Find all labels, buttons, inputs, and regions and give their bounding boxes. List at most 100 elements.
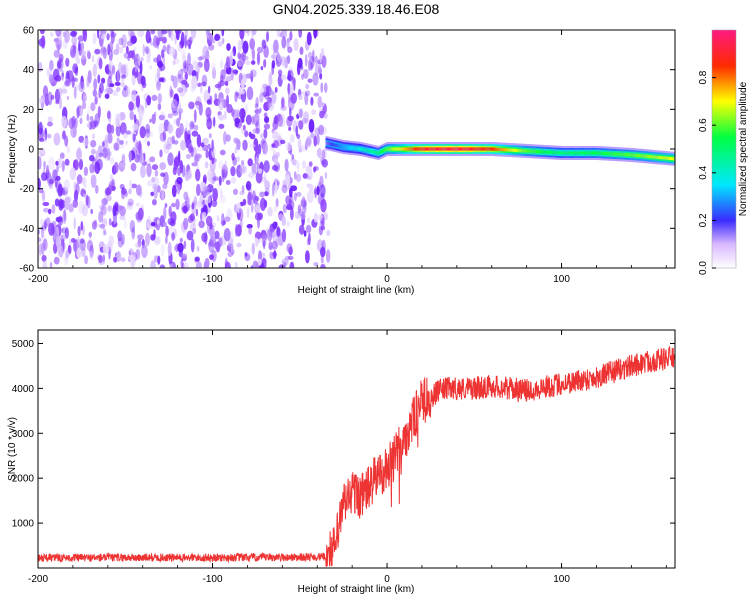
noise-speckle xyxy=(225,180,231,185)
signal-track-segment xyxy=(465,147,468,151)
noise-speckle xyxy=(151,164,159,171)
signal-track-segment xyxy=(543,150,545,154)
noise-speckle xyxy=(160,244,165,257)
noise-speckle xyxy=(165,225,169,237)
spectrogram-y-axis: 60 40 20 0 -20 -40 -60 xyxy=(20,26,675,275)
noise-speckle xyxy=(320,159,327,166)
signal-track-segment xyxy=(581,151,583,155)
noise-speckle xyxy=(160,172,166,177)
noise-speckle xyxy=(239,164,245,175)
signal-track-segment xyxy=(608,152,610,156)
noise-speckle xyxy=(38,188,44,194)
noise-speckle xyxy=(209,254,214,260)
noise-speckle xyxy=(153,111,157,117)
noise-speckle xyxy=(131,226,136,240)
noise-speckle xyxy=(101,77,106,84)
noise-speckle xyxy=(176,181,181,195)
noise-speckle xyxy=(177,44,182,52)
noise-speckle xyxy=(303,200,307,214)
noise-speckle xyxy=(171,232,175,241)
signal-track-segment xyxy=(488,147,491,151)
noise-speckle xyxy=(62,130,66,140)
noise-speckle xyxy=(251,33,255,38)
noise-speckle xyxy=(157,93,162,104)
noise-speckle xyxy=(214,83,222,89)
noise-speckle xyxy=(216,215,220,222)
signal-track-segment xyxy=(422,147,425,151)
noise-speckle xyxy=(59,152,65,159)
signal-track-segment xyxy=(598,151,601,155)
noise-speckle xyxy=(97,30,100,39)
noise-speckle xyxy=(162,130,166,141)
noise-speckle xyxy=(289,30,293,41)
noise-speckle xyxy=(184,30,188,40)
noise-speckle xyxy=(261,39,267,49)
noise-speckle xyxy=(91,55,95,63)
noise-speckle xyxy=(149,41,156,46)
noise-speckle xyxy=(202,185,210,197)
noise-speckle xyxy=(314,186,317,199)
y-tick-label: -40 xyxy=(20,224,35,235)
noise-speckle xyxy=(64,80,71,87)
noise-speckle xyxy=(55,100,60,105)
noise-speckle xyxy=(323,112,328,119)
signal-track-segment xyxy=(433,147,435,151)
noise-speckle xyxy=(321,149,326,161)
noise-speckle xyxy=(42,238,48,251)
noise-speckle xyxy=(245,103,248,115)
signal-track-segment xyxy=(486,147,489,151)
signal-track-segment xyxy=(361,147,363,151)
noise-speckle xyxy=(140,75,146,86)
noise-speckle xyxy=(301,117,309,124)
noise-speckle xyxy=(189,213,195,222)
noise-speckle xyxy=(100,204,107,216)
noise-speckle xyxy=(83,193,87,198)
noise-speckle xyxy=(206,117,212,130)
noise-speckle xyxy=(259,197,267,211)
signal-track-segment xyxy=(577,151,580,155)
signal-track-segment xyxy=(606,151,608,156)
noise-speckle xyxy=(90,174,97,188)
noise-speckle xyxy=(217,41,223,47)
noise-speckle xyxy=(66,96,70,100)
signal-track-segment xyxy=(538,150,540,154)
noise-speckle xyxy=(80,42,85,51)
noise-speckle xyxy=(80,107,83,119)
noise-speckle xyxy=(278,213,284,221)
noise-speckle xyxy=(64,198,69,204)
noise-speckle xyxy=(128,150,132,163)
signal-track-segment xyxy=(618,152,621,156)
noise-speckle xyxy=(167,136,173,146)
noise-speckle xyxy=(224,80,229,87)
noise-speckle xyxy=(296,133,301,139)
signal-track-segment xyxy=(441,147,444,151)
signal-track-segment xyxy=(402,147,405,151)
signal-track-segment xyxy=(537,150,539,154)
noise-speckle xyxy=(171,184,177,198)
signal-track-segment xyxy=(411,147,413,151)
noise-speckle xyxy=(311,109,316,115)
noise-speckle xyxy=(204,257,210,268)
snr-y-label: SNR (10 * v/v) xyxy=(7,417,18,481)
signal-track-segment xyxy=(670,156,672,161)
noise-speckle xyxy=(218,114,225,121)
noise-speckle xyxy=(64,30,70,43)
noise-speckle xyxy=(198,102,203,116)
noise-speckle xyxy=(247,90,254,99)
noise-speckle xyxy=(77,35,85,42)
noise-speckle xyxy=(209,159,216,172)
signal-track-segment xyxy=(533,149,536,153)
noise-speckle xyxy=(92,133,96,140)
signal-track-segment xyxy=(502,148,504,152)
noise-speckle xyxy=(70,30,77,37)
noise-speckle xyxy=(303,69,309,79)
noise-speckle xyxy=(224,160,228,173)
noise-speckle xyxy=(48,93,51,102)
noise-speckle xyxy=(149,65,152,70)
noise-speckle xyxy=(259,252,266,258)
x-tick-label: 0 xyxy=(384,574,390,585)
signal-track-segment xyxy=(434,147,436,151)
signal-track-segment xyxy=(572,151,575,155)
noise-speckle xyxy=(288,126,292,131)
noise-speckle xyxy=(232,69,239,74)
